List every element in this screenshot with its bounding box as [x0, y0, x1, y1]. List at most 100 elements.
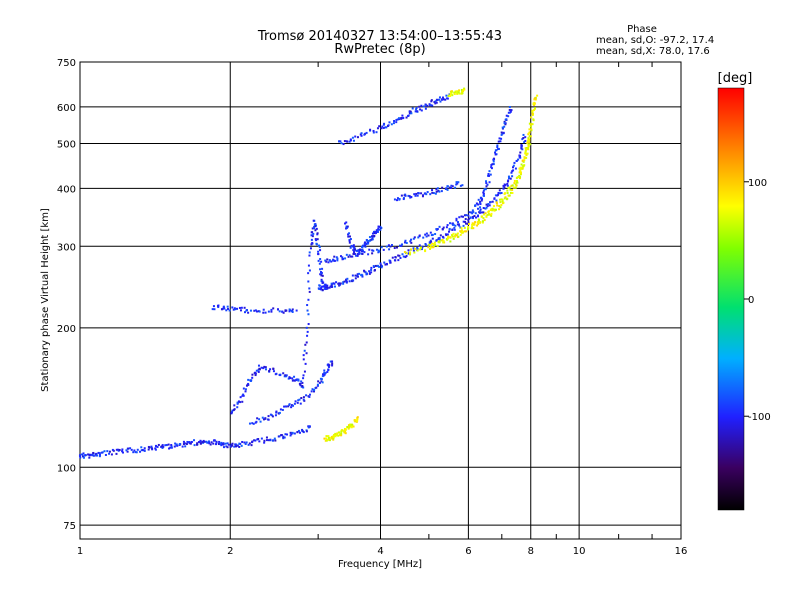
echo-point: [533, 98, 536, 101]
echo-point: [375, 229, 378, 232]
echo-point: [297, 429, 300, 432]
echo-point: [376, 230, 379, 233]
echo-point: [446, 233, 449, 236]
echo-point: [531, 113, 534, 116]
echo-point: [528, 135, 531, 138]
echo-point: [448, 230, 451, 233]
echo-point: [332, 435, 335, 438]
echo-point: [129, 447, 132, 450]
echo-point: [446, 185, 449, 188]
echo-point: [217, 306, 220, 309]
echo-point: [315, 239, 318, 242]
echo-point: [331, 437, 334, 440]
echo-point: [295, 378, 298, 381]
echo-point: [430, 100, 433, 103]
echo-point: [520, 147, 523, 150]
echo-point: [442, 240, 445, 243]
echo-point: [508, 194, 511, 197]
echo-point: [445, 94, 448, 97]
echo-point: [322, 373, 325, 376]
echo-point: [423, 192, 426, 195]
echo-point: [351, 274, 354, 277]
echo-point: [335, 281, 338, 284]
echo-point: [408, 110, 411, 113]
echo-point: [331, 360, 334, 363]
echo-point: [338, 282, 341, 285]
echo-point: [294, 400, 297, 403]
echo-point: [432, 192, 435, 195]
echo-point: [356, 419, 359, 422]
echo-point: [412, 237, 415, 240]
echo-point: [389, 245, 392, 248]
echo-point: [357, 249, 360, 252]
echo-point: [501, 126, 504, 129]
echo-point: [479, 206, 482, 209]
echo-point: [424, 243, 427, 246]
echo-point: [242, 394, 245, 397]
echo-point: [329, 360, 332, 363]
echo-point: [447, 94, 450, 97]
echo-point: [446, 224, 449, 227]
y-axis-label: Stationary phase Virtual Height [km]: [40, 208, 51, 392]
echo-point: [467, 214, 470, 217]
echo-point: [361, 252, 364, 255]
echo-point: [500, 133, 503, 136]
echo-point: [82, 456, 85, 459]
echo-point: [485, 185, 488, 188]
echo-point: [135, 451, 138, 454]
phase-heading: Phase: [627, 24, 657, 35]
echo-point: [518, 167, 521, 170]
echo-point: [333, 434, 336, 437]
echo-point: [388, 248, 391, 251]
echo-point: [496, 204, 499, 207]
echo-point: [151, 448, 154, 451]
echo-point: [352, 425, 355, 428]
echo-point: [449, 236, 452, 239]
echo-point: [399, 257, 402, 260]
echo-point: [361, 248, 364, 251]
echo-point: [472, 210, 475, 213]
echo-point: [300, 380, 303, 383]
echo-point: [309, 247, 312, 250]
echo-point: [373, 231, 376, 234]
echo-point: [272, 368, 275, 371]
echo-point: [247, 378, 250, 381]
echo-point: [522, 160, 525, 163]
echo-point: [278, 411, 281, 414]
echo-point: [471, 222, 474, 225]
echo-point: [526, 152, 529, 155]
echo-point: [510, 184, 513, 187]
echo-point: [207, 440, 210, 443]
echo-point: [344, 257, 347, 260]
echo-point: [257, 438, 260, 441]
echo-point: [527, 132, 530, 135]
echo-point: [482, 207, 485, 210]
echo-point: [392, 122, 395, 125]
echo-point: [302, 374, 305, 377]
echo-point: [446, 237, 449, 240]
echo-point: [270, 308, 273, 311]
echo-point: [371, 235, 374, 238]
echo-point: [243, 306, 246, 309]
echo-point: [358, 251, 361, 254]
echo-point: [161, 444, 164, 447]
echo-point: [133, 449, 136, 452]
echo-point: [293, 402, 296, 405]
x-tick-label: 8: [528, 546, 534, 557]
echo-point: [502, 187, 505, 190]
echo-point: [360, 132, 363, 135]
echo-point: [446, 97, 449, 100]
echo-point: [327, 261, 330, 264]
echo-point: [188, 441, 191, 444]
echo-point: [498, 205, 501, 208]
echo-point: [507, 115, 510, 118]
echo-point: [388, 121, 391, 124]
echo-point: [251, 373, 254, 376]
echo-point: [317, 259, 320, 262]
echo-point: [308, 290, 311, 293]
echo-point: [225, 445, 228, 448]
echo-point: [507, 194, 510, 197]
echo-point: [319, 273, 322, 276]
y-tick-label: 75: [63, 521, 76, 532]
echo-point: [321, 285, 324, 288]
